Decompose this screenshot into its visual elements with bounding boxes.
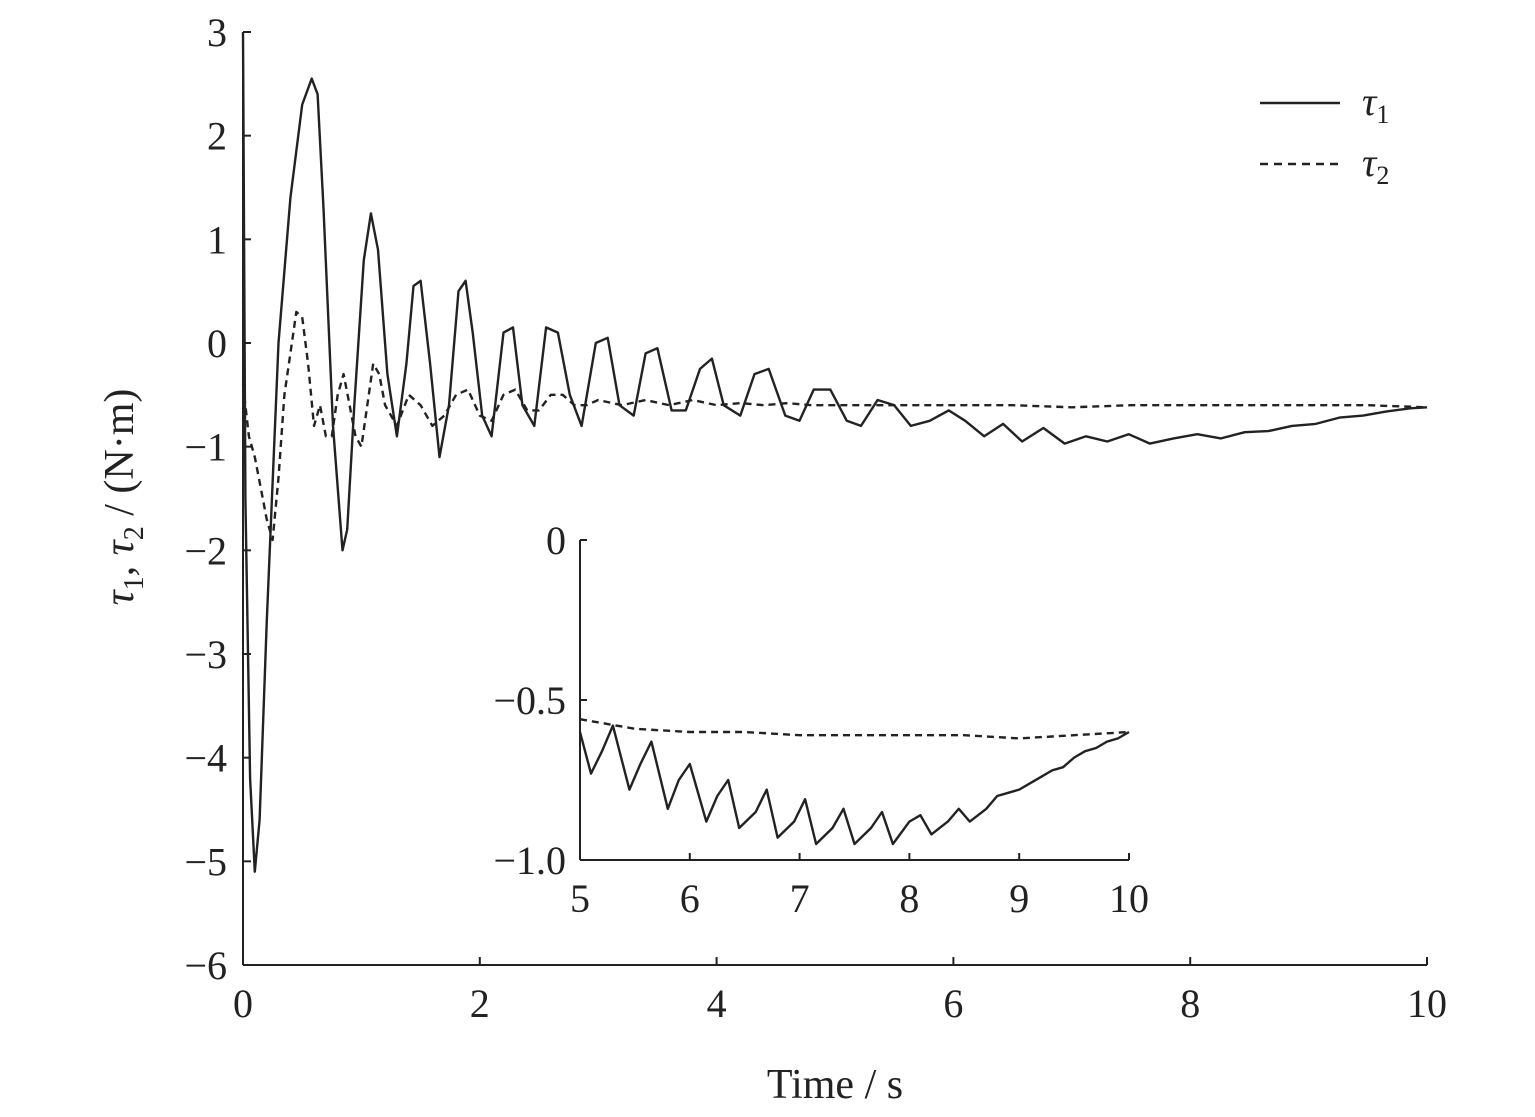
- inset-x-tick-label: 7: [790, 876, 810, 921]
- legend-label-tau1-main: τ: [1362, 79, 1378, 124]
- main-y-tick-label: −6: [184, 943, 227, 988]
- main-y-tick-label: 0: [207, 321, 227, 366]
- inset-x-tick-label: 10: [1109, 876, 1149, 921]
- inset-series: [578, 718, 1130, 846]
- main-y-tick-label: −2: [184, 528, 227, 573]
- y-axis-title-unit: / (N·m): [97, 389, 143, 527]
- inset-ticks: 5 6 7 8 9 10 −1.0 −0.5 0: [493, 518, 1149, 921]
- y-axis-title-group: τ1, τ2 / (N·m): [97, 389, 150, 606]
- main-series-tau1-line: [241, 31, 1428, 873]
- main-x-tick-label: 4: [707, 981, 727, 1026]
- main-x-tick-label: 0: [233, 981, 253, 1026]
- main-series-tau2-line: [241, 310, 1428, 542]
- inset-y-tick-label: −1.0: [493, 838, 566, 883]
- legend-label-tau2: τ2: [1362, 140, 1389, 190]
- main-y-tick-label: −5: [184, 839, 227, 884]
- y-axis-title-tau1: τ: [97, 588, 143, 605]
- main-y-tick-label: 2: [207, 114, 227, 159]
- inset-y-tick-label: 0: [546, 518, 566, 563]
- inset-x-tick-label: 9: [1009, 876, 1029, 921]
- legend-label-tau1-sub: 1: [1376, 100, 1389, 129]
- inset-x-tick-label: 8: [899, 876, 919, 921]
- main-x-tick-label: 2: [470, 981, 490, 1026]
- x-axis-title: Time / s: [767, 1062, 903, 1108]
- main-x-tick-label: 6: [943, 981, 963, 1026]
- y-axis-title-sub1: 1: [119, 576, 150, 590]
- inset-plot: 5 6 7 8 9 10 −1.0 −0.5 0: [493, 518, 1149, 921]
- inset-series-tau2-line: [579, 718, 1130, 740]
- main-x-tick-label: 10: [1407, 981, 1447, 1026]
- main-y-tick-label: 1: [207, 217, 227, 262]
- inset-series-tau1-line: [578, 724, 1130, 846]
- legend-label-tau2-sub: 2: [1376, 161, 1389, 190]
- legend: τ1 τ2: [1260, 79, 1389, 190]
- main-y-tick-label: −3: [184, 632, 227, 677]
- main-y-tick-label: −1: [184, 425, 227, 470]
- main-x-tick-label: 8: [1180, 981, 1200, 1026]
- y-axis-title-sub2: 2: [119, 526, 150, 540]
- inset-x-tick-label: 6: [680, 876, 700, 921]
- y-axis-title: τ1, τ2 / (N·m): [97, 389, 150, 606]
- main-series: [241, 31, 1428, 873]
- y-axis-title-tau2: , τ: [97, 538, 143, 576]
- inset-x-tick-label: 5: [570, 876, 590, 921]
- main-y-tick-label: 3: [207, 10, 227, 55]
- legend-label-tau1: τ1: [1362, 79, 1389, 129]
- main-y-tick-label: −4: [184, 736, 227, 781]
- inset-y-tick-label: −0.5: [493, 678, 566, 723]
- legend-label-tau2-main: τ: [1362, 140, 1378, 185]
